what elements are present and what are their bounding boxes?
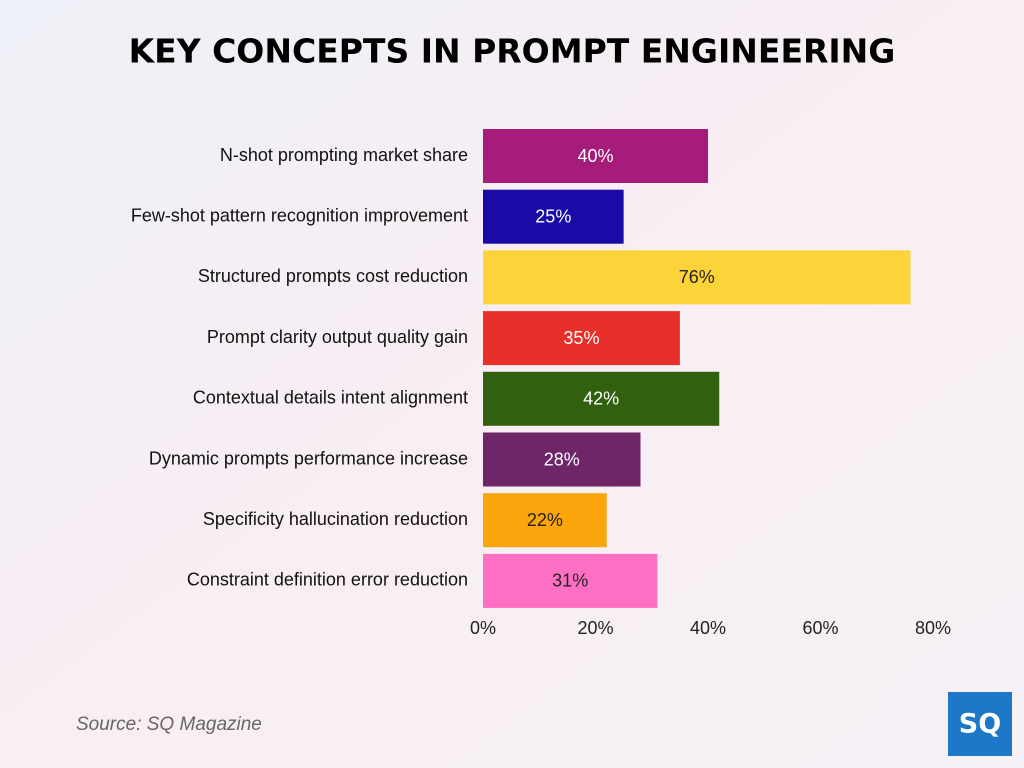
category-label: N-shot prompting market share <box>220 145 468 165</box>
value-label: 76% <box>679 267 715 287</box>
category-label: Structured prompts cost reduction <box>198 266 468 286</box>
value-label: 28% <box>544 449 580 469</box>
bar <box>483 371 720 426</box>
bar <box>483 129 708 183</box>
category-label: Few-shot pattern recognition improvement <box>131 205 468 225</box>
bar <box>483 311 680 366</box>
category-label: Prompt clarity output quality gain <box>207 327 468 347</box>
bar <box>483 493 607 548</box>
bar <box>483 189 624 244</box>
logo-box <box>948 692 1012 756</box>
source: Source: SQ Magazine <box>76 714 262 735</box>
value-label: 22% <box>527 510 563 530</box>
logo: SQ <box>959 709 1001 740</box>
value-label: 25% <box>535 206 571 226</box>
category-label: Dynamic prompts performance increase <box>149 448 468 468</box>
bar <box>483 553 658 608</box>
category-label: Contextual details intent alignment <box>193 388 468 408</box>
bar <box>483 250 911 305</box>
category-label: Specificity hallucination reduction <box>203 509 468 529</box>
value-label: 40% <box>577 146 613 166</box>
x-tick-label: 60% <box>802 618 838 638</box>
x-tick-label: 20% <box>577 618 613 638</box>
value-label: 42% <box>583 389 619 409</box>
value-label: 35% <box>563 328 599 348</box>
bar <box>483 432 641 487</box>
category-label: Constraint definition error reduction <box>187 570 468 590</box>
chart-title: KEY CONCEPTS IN PROMPT ENGINEERING <box>129 32 896 71</box>
x-tick-label: 0% <box>470 618 496 638</box>
x-tick-label: 40% <box>690 618 726 638</box>
x-tick-label: 80% <box>915 618 951 638</box>
value-label: 31% <box>552 571 588 591</box>
